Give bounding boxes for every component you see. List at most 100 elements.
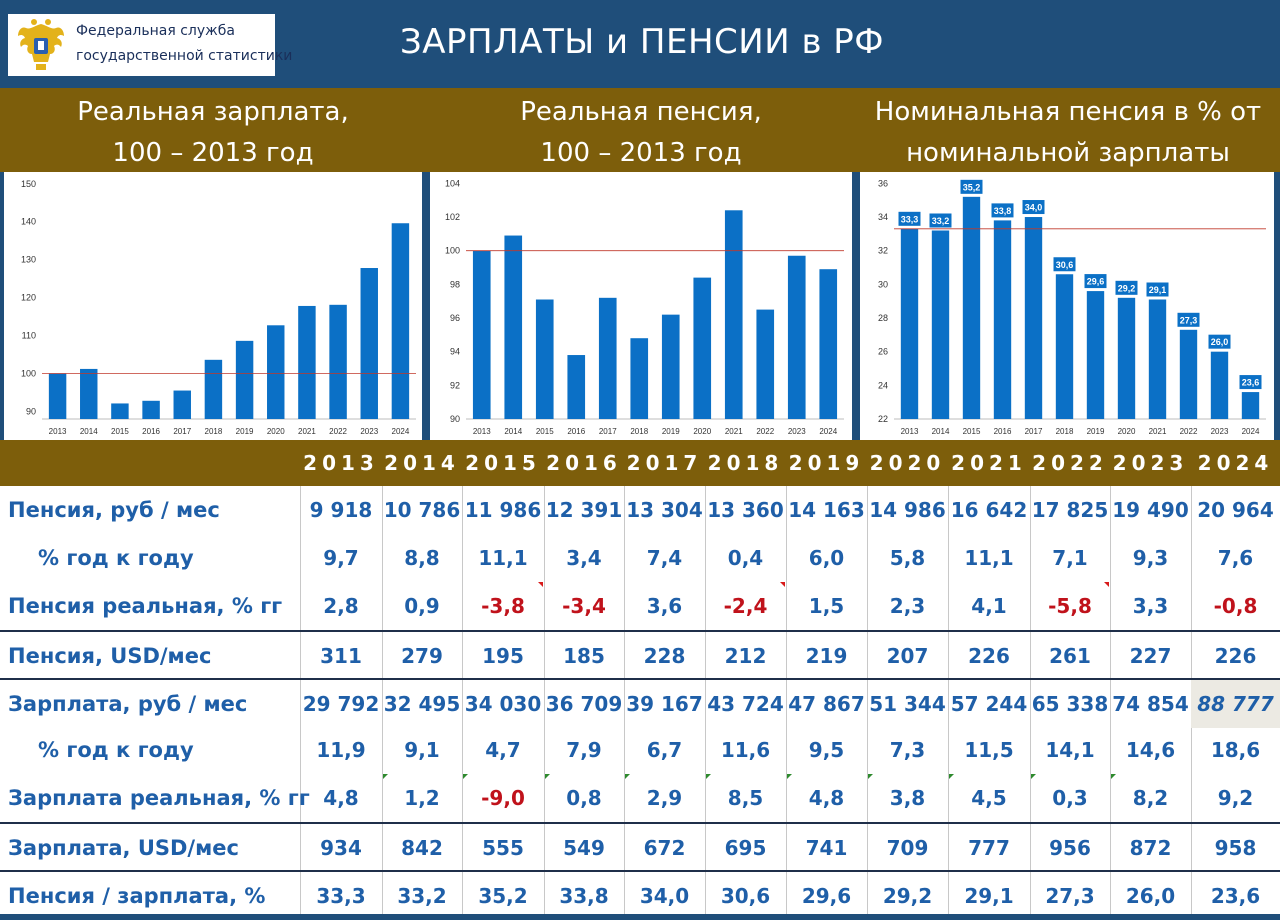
table-cell: 74 854 — [1112, 692, 1189, 716]
agency-name-line1: Федеральная служба — [76, 23, 235, 39]
table-cell: 261 — [1049, 644, 1091, 668]
table-cell: 8,5 — [727, 786, 764, 810]
table-cell: 3,8 — [889, 786, 926, 810]
formula-marker — [868, 774, 873, 779]
column-divider — [705, 486, 706, 914]
table-cell: 956 — [1049, 836, 1091, 860]
bar — [111, 403, 129, 419]
table-cell: 33,8 — [559, 884, 609, 908]
column-divider — [462, 486, 463, 914]
table-cell: 185 — [563, 644, 605, 668]
table-cell: 0,3 — [1052, 786, 1088, 810]
x-tick-label: 2016 — [994, 427, 1012, 436]
table-cell: 195 — [482, 644, 524, 668]
bar — [993, 220, 1012, 419]
comment-marker — [780, 582, 785, 587]
table-cell: 8,8 — [404, 546, 440, 570]
data-label: 26,0 — [1211, 337, 1229, 347]
year-header-cell: 2021 — [951, 451, 1027, 475]
row-label: Пенсия / зарплата, % — [8, 884, 266, 908]
table-cell: 51 344 — [869, 692, 946, 716]
bar — [1117, 297, 1136, 419]
table-cell: 29 792 — [302, 692, 380, 716]
table-cell: 741 — [805, 836, 848, 860]
x-tick-label: 2014 — [504, 427, 522, 436]
table-cell: 19 490 — [1112, 498, 1189, 522]
column-divider — [786, 486, 787, 914]
table-cell: 29,6 — [801, 884, 852, 908]
table-cell: 842 — [401, 836, 443, 860]
y-tick-label: 24 — [878, 380, 888, 390]
row-label: Пенсия, USD/мес — [8, 644, 212, 668]
table-cell: 227 — [1129, 644, 1172, 668]
column-divider — [948, 486, 949, 914]
table-cell: 549 — [563, 836, 605, 860]
x-tick-label: 2016 — [142, 427, 160, 436]
y-tick-label: 100 — [21, 368, 36, 378]
y-tick-label: 98 — [450, 279, 460, 289]
data-label: 35,2 — [963, 182, 981, 192]
real-pension-chart: 90 92 94 96 98 100 102 104 2013 2014 2015 2016 2017 2… — [445, 178, 844, 436]
table-cell: 709 — [886, 836, 929, 860]
table-cell: 279 — [401, 644, 443, 668]
table-cell: -2,4 — [723, 594, 768, 618]
table-cell: 35,2 — [478, 884, 528, 908]
chart-titles-band: Реальная зарплата, 100 – 2013 год Реальн… — [0, 88, 1280, 172]
y-tick-label: 140 — [21, 217, 36, 227]
data-label-box — [1146, 282, 1169, 297]
table-cell: 4,7 — [485, 738, 521, 762]
bar — [1210, 351, 1229, 419]
table-cell: 33,2 — [397, 884, 447, 908]
table-cell: 207 — [886, 644, 929, 668]
table-cell: 228 — [643, 644, 686, 668]
data-label-box — [1177, 312, 1200, 327]
table-cell: -9,0 — [481, 786, 525, 810]
data-label: 29,6 — [1087, 277, 1105, 287]
bar — [360, 268, 378, 419]
x-tick-label: 2015 — [111, 427, 129, 436]
table-cell: 872 — [1129, 836, 1172, 860]
table-cell: 7,6 — [1217, 546, 1254, 570]
table-row: Зарплата, руб / мес 29 792 32 495 34 030 36 … — [0, 678, 1280, 728]
table-cell: 4,8 — [323, 786, 359, 810]
y-tick-label: 90 — [450, 414, 460, 424]
real-wage-chart: 90 100 110 120 130 140 150 2013 2014 2015 2016 2017… — [21, 179, 416, 436]
table-row: Пенсия, руб / мес 9 918 10 786 11 986 12 391… — [0, 486, 1280, 534]
bar — [472, 250, 491, 419]
x-tick-label: 2022 — [756, 427, 774, 436]
bar — [48, 373, 67, 419]
bar — [142, 400, 160, 419]
bar — [787, 255, 806, 419]
x-tick-label: 2016 — [567, 427, 585, 436]
header-bar: Федеральная служба государственной стати… — [0, 0, 1280, 88]
table-row: Зарплата реальная, % гг 4,8 1,2 -9,0 0,8 2,9 8… — [0, 774, 1280, 822]
table-cell: 777 — [968, 836, 1010, 860]
table-cell: 3,6 — [646, 594, 683, 618]
table-cell: 958 — [1214, 836, 1257, 860]
data-label: 34,0 — [1025, 203, 1043, 213]
table-cell: 9,7 — [323, 546, 359, 570]
table-cell: 11,1 — [478, 546, 528, 570]
x-tick-label: 2014 — [932, 427, 950, 436]
table-cell: 57 244 — [950, 692, 1028, 716]
y-tick-label: 110 — [22, 331, 36, 341]
bar — [80, 368, 98, 419]
x-tick-label: 2022 — [1180, 427, 1198, 436]
year-header-cell: 2022 — [1032, 451, 1108, 475]
data-label: 33,3 — [901, 214, 919, 224]
table-cell: 20 964 — [1197, 498, 1274, 522]
table-cell: 3,3 — [1132, 594, 1169, 618]
table-cell: 9 918 — [309, 498, 373, 522]
row-label: Пенсия, руб / мес — [8, 498, 220, 522]
table-cell: 39 167 — [626, 692, 703, 716]
x-tick-label: 2023 — [788, 427, 806, 436]
y-tick-label: 28 — [878, 313, 888, 323]
row-label: Зарплата, руб / мес — [8, 692, 248, 716]
x-tick-label: 2013 — [901, 427, 919, 436]
table-cell: -5,8 — [1048, 594, 1092, 618]
x-tick-label: 2023 — [1211, 427, 1229, 436]
x-tick-label: 2017 — [173, 427, 191, 436]
bar — [1179, 329, 1198, 419]
bar — [298, 305, 316, 419]
bar — [1086, 291, 1105, 419]
